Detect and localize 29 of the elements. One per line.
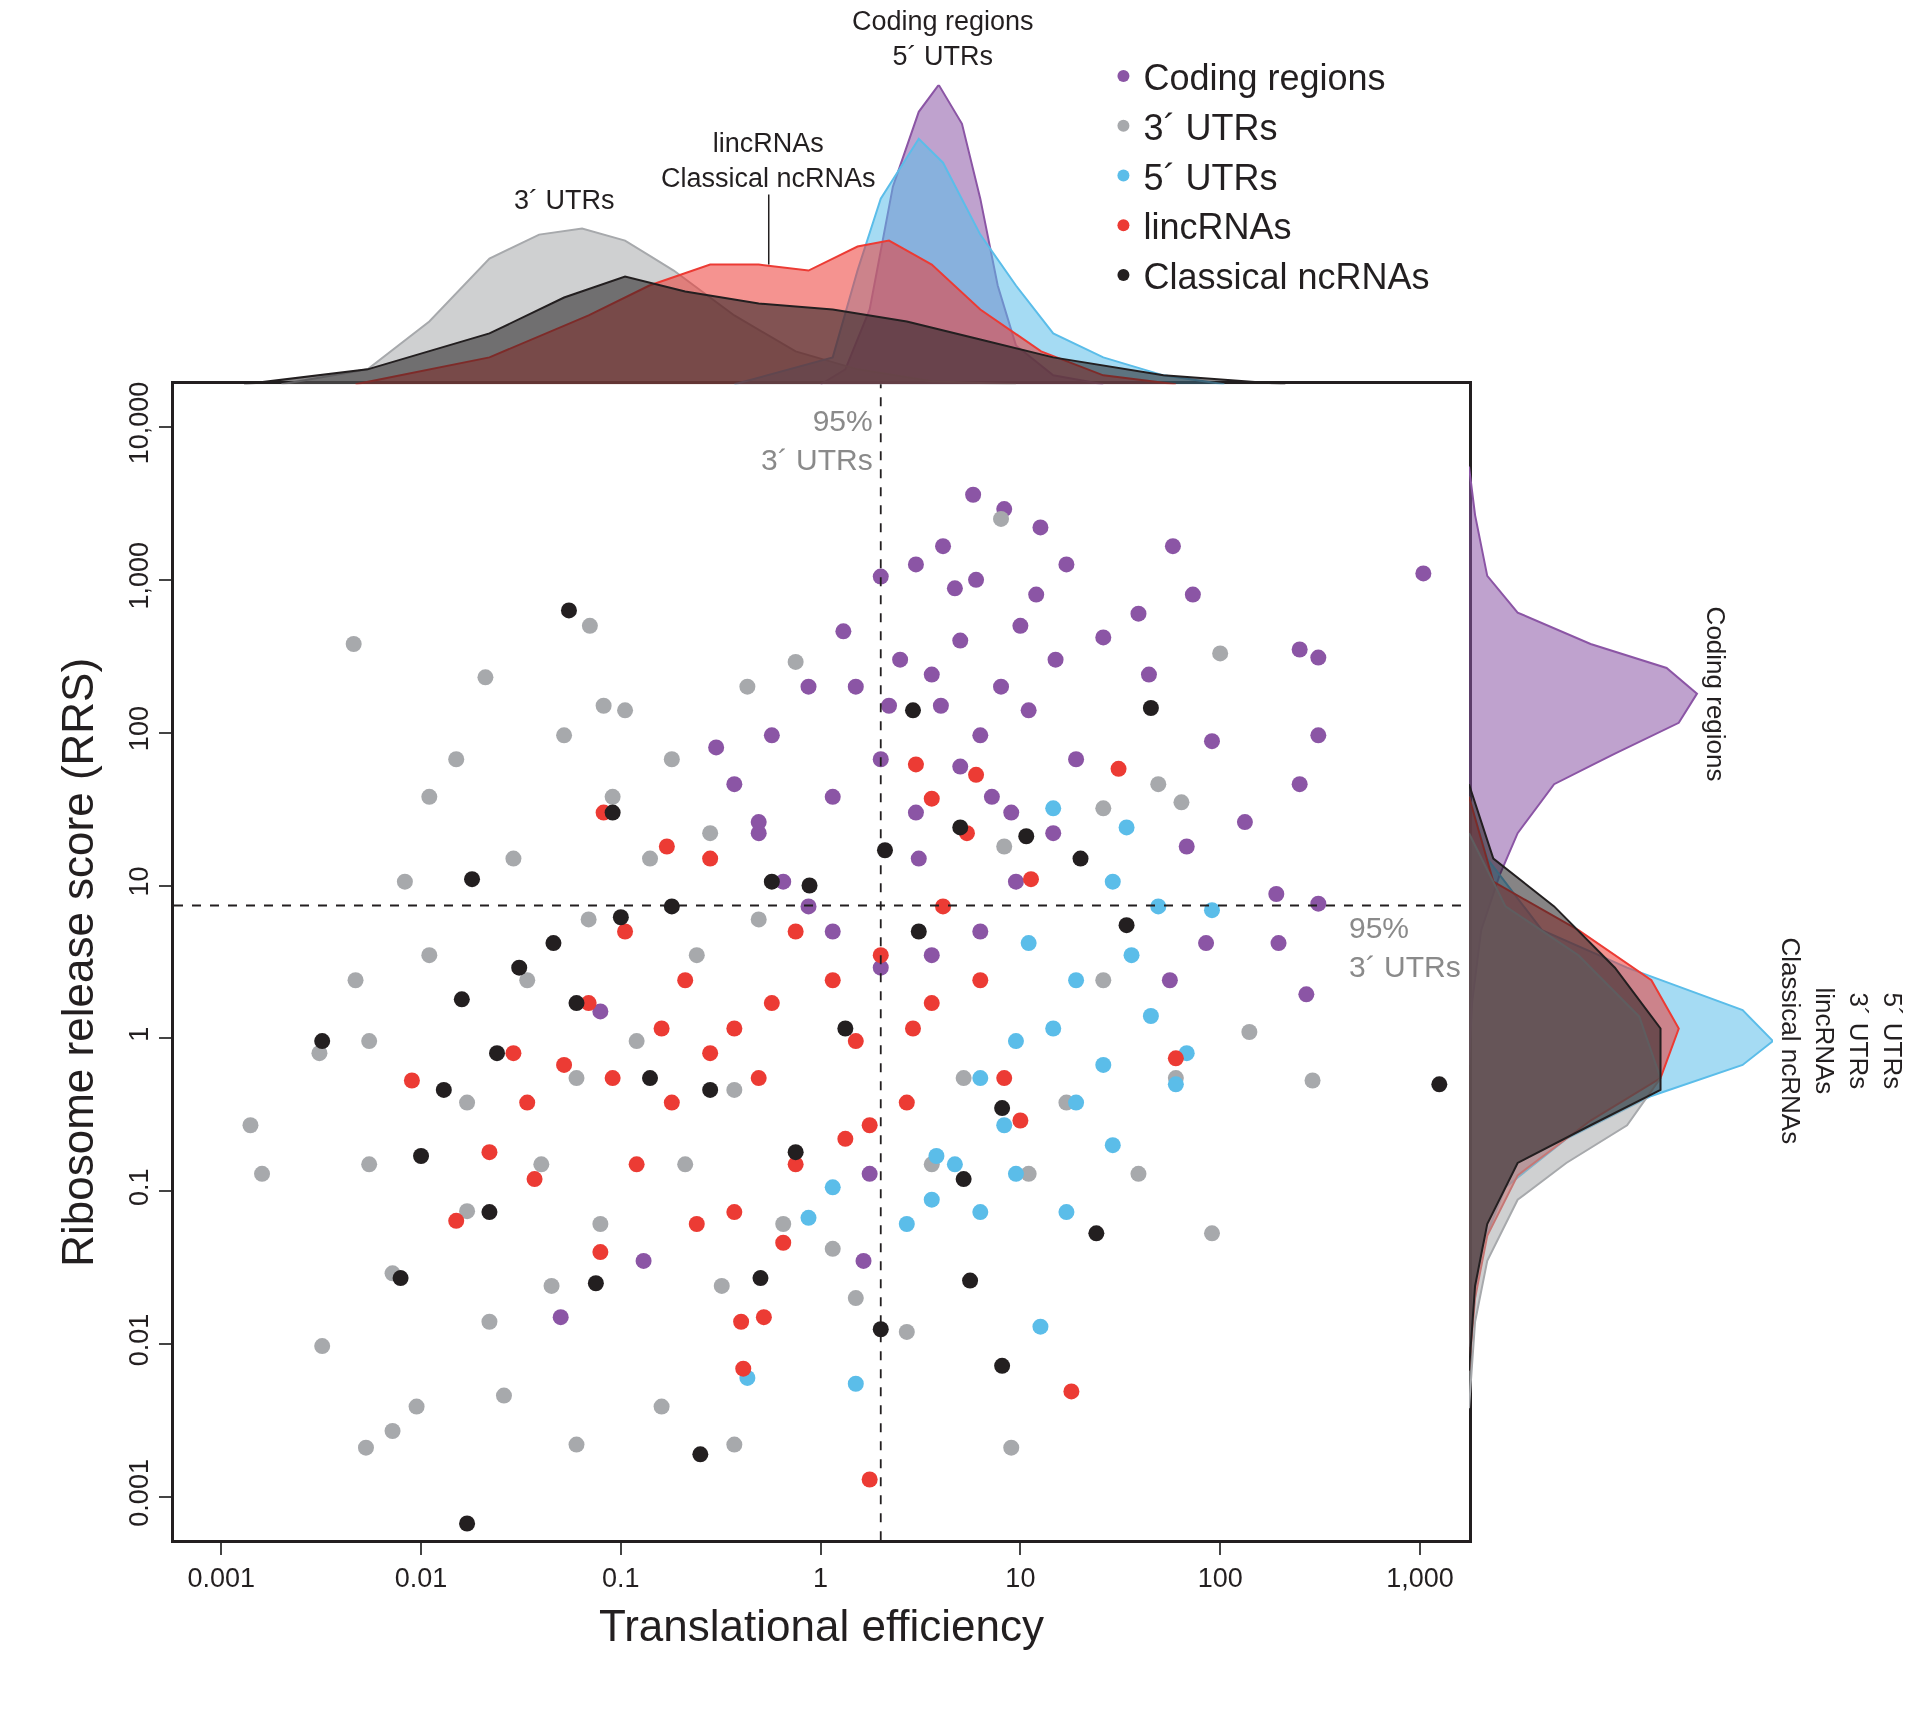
legend-label: 5´ UTRs [1143, 156, 1278, 198]
legend-label: Classical ncRNAs [1143, 256, 1430, 298]
legend-label: 3´ UTRs [1143, 106, 1278, 148]
y-tick-label: 10,000 [124, 381, 155, 465]
x-axis-title: Translational efficiency [598, 1600, 1045, 1650]
y-tick-label: 1,000 [124, 541, 155, 610]
legend-label: Coding regions [1143, 56, 1386, 98]
y-tick-label: 0.1 [124, 1168, 155, 1206]
x-tick-label: 1 [813, 1563, 829, 1594]
y-tick-label: 0.001 [124, 1459, 155, 1527]
x-tick-label: 1,000 [1386, 1563, 1454, 1594]
y-tick-label: 1 [124, 1026, 155, 1042]
x-tick-label: 0.1 [602, 1563, 640, 1594]
annotation: Coding regions 5´ UTRs [852, 6, 1034, 72]
legend-label: lincRNAs [1143, 206, 1292, 248]
x-tick-label: 100 [1197, 1563, 1243, 1594]
x-tick-label: 0.01 [394, 1563, 448, 1594]
y-tick-label: 0.01 [124, 1313, 155, 1367]
y-axis-title: Ribosome release score (RRS) [52, 657, 102, 1267]
x-tick-label: 10 [1005, 1563, 1036, 1594]
y-tick-label: 100 [124, 706, 155, 752]
annotation: 5´ UTRs 3´ UTRs lincRNAs Classical ncRNAs [1776, 937, 1908, 1145]
y-tick-label: 10 [124, 866, 155, 897]
ref-line-label: 95% 3´ UTRs [761, 404, 873, 476]
annotation: 3´ UTRs [514, 185, 615, 215]
ref-line-label: 95% 3´ UTRs [1349, 911, 1461, 983]
annotation: lincRNAs Classical ncRNAs [661, 128, 876, 194]
annotation: Coding regions [1700, 606, 1731, 782]
x-tick-label: 0.001 [187, 1563, 256, 1594]
